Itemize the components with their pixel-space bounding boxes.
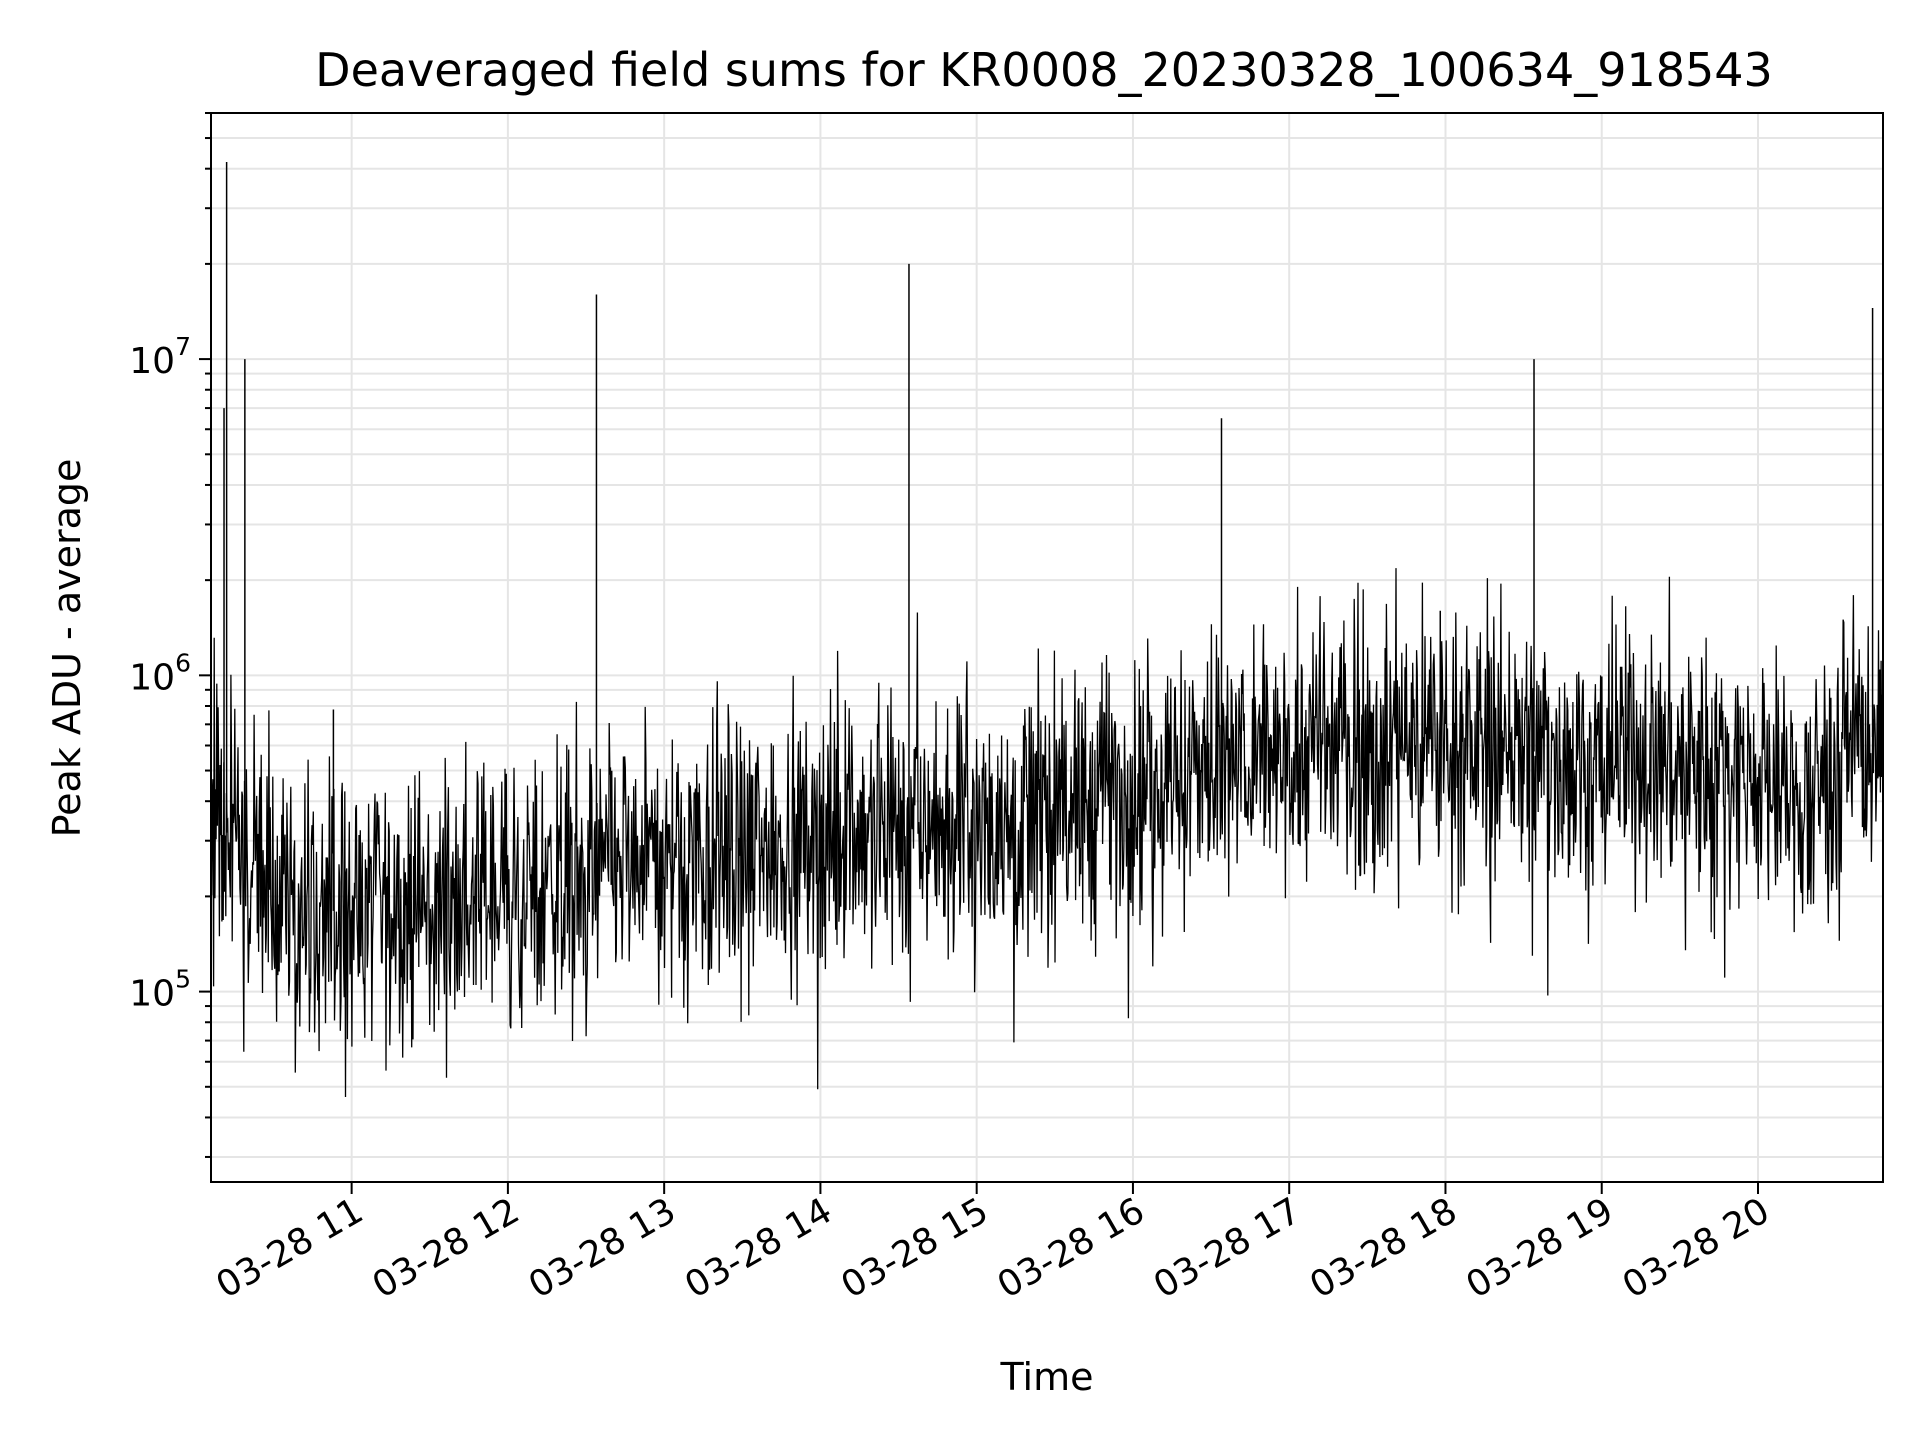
plot-area [210, 161, 1884, 1098]
y-tick-base: 10 [129, 657, 175, 698]
y-tick-label: 105 [129, 965, 191, 1015]
y-tick-label: 106 [129, 648, 191, 698]
plot-frame [210, 112, 1884, 1183]
x-axis-label: Time [1000, 1355, 1094, 1399]
y-tick-base: 10 [129, 974, 175, 1015]
y-axis-label: Peak ADU - average [45, 459, 89, 838]
series-line [210, 568, 1884, 1098]
y-tick-exponent: 7 [175, 332, 191, 361]
y-tick-base: 10 [129, 341, 175, 382]
chart-title: Deaveraged field sums for KR0008_2023032… [315, 43, 1773, 97]
y-tick-exponent: 5 [175, 965, 191, 994]
spike-marks [223, 161, 1874, 911]
y-tick-label: 107 [129, 332, 191, 382]
y-tick-exponent: 6 [175, 648, 191, 677]
